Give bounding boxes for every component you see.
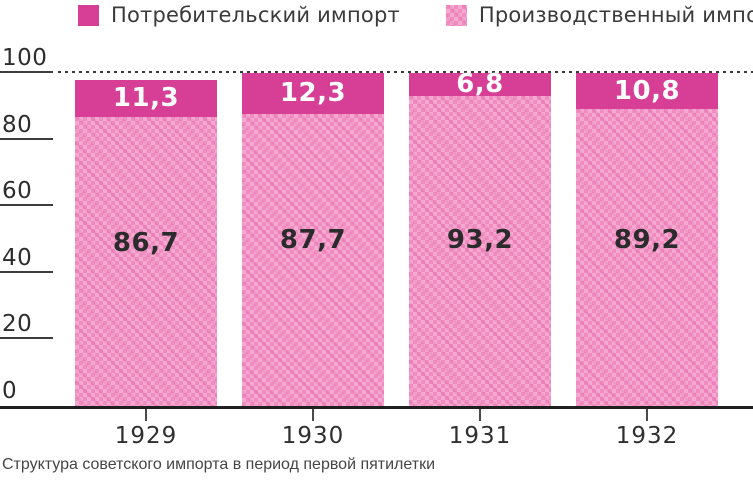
x-axis-tick — [312, 409, 314, 421]
bar-1930: 12,3 87,7 — [242, 73, 384, 406]
bar-1929: 11,3 86,7 — [75, 79, 217, 406]
x-axis-tick — [145, 409, 147, 421]
legend-swatch-consumer-icon — [78, 5, 99, 27]
segment-production-1929 — [75, 117, 217, 406]
legend: Потребительский импорт Производственный … — [78, 3, 753, 27]
legend-label-consumer: Потребительский импорт — [111, 3, 400, 27]
legend-swatch-production-icon — [445, 5, 467, 27]
segment-consumer-1930: 12,3 — [242, 73, 384, 114]
y-axis-tick-line — [0, 337, 53, 340]
legend-item-consumer: Потребительский импорт — [78, 3, 400, 27]
y-axis-tick-label: 20 — [2, 311, 33, 338]
y-axis-tick-label: 100 — [2, 45, 48, 71]
segment-production-1932 — [576, 108, 718, 406]
legend-item-production: Производственный импорт — [445, 3, 753, 27]
x-axis-label-1929: 1929 — [114, 423, 178, 449]
x-axis-tick — [646, 409, 648, 421]
segment-consumer-1932: 10,8 — [576, 73, 718, 109]
y-axis-tick-line — [0, 204, 53, 207]
x-axis-baseline — [0, 406, 753, 409]
y-axis-tick-label: 80 — [2, 111, 33, 138]
segment-consumer-1931: 6,8 — [409, 69, 551, 99]
y-axis-tick-line — [0, 270, 53, 273]
y-axis-tick-label: 0 — [2, 378, 18, 404]
x-axis-tick — [479, 409, 481, 421]
y-axis-tick-label: 40 — [2, 244, 33, 271]
x-axis-label-1930: 1930 — [281, 423, 345, 449]
y-axis-tick-line — [0, 71, 53, 73]
y-axis-tick-line — [0, 137, 53, 140]
bar-1931: 6,8 93,2 — [409, 69, 551, 406]
value-label-production-1932: 89,2 — [613, 224, 681, 255]
segment-consumer-1929: 11,3 — [75, 79, 217, 118]
x-axis-label-1932: 1932 — [615, 423, 679, 449]
legend-label-production: Производственный импорт — [478, 3, 753, 27]
segment-production-1930 — [242, 113, 384, 406]
y-axis-tick-label: 60 — [2, 178, 33, 205]
chart-caption: Структура советского импорта в период пе… — [2, 456, 436, 473]
bar-1932: 10,8 89,2 — [576, 73, 718, 406]
value-label-production-1929: 86,7 — [112, 227, 180, 258]
x-axis-label-1931: 1931 — [448, 423, 512, 449]
value-label-production-1930: 87,7 — [279, 224, 347, 255]
segment-production-1931 — [409, 95, 551, 406]
gridline-100 — [58, 71, 753, 73]
value-label-production-1931: 93,2 — [446, 224, 514, 255]
